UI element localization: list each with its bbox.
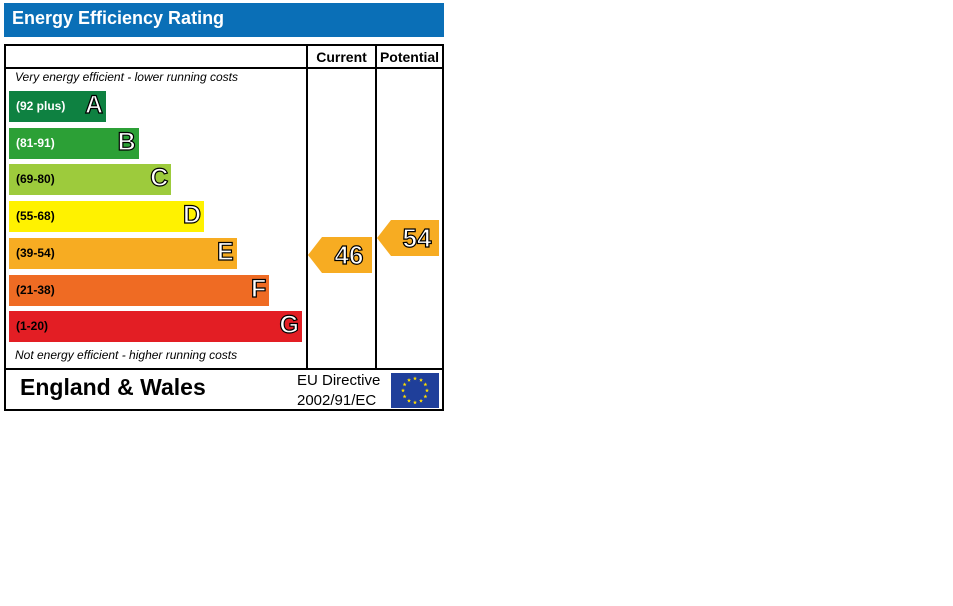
eu-star: [407, 398, 411, 403]
eu-directive-line1: EU Directive: [297, 372, 381, 389]
band-d: (55-68) D: [9, 200, 204, 233]
band-g: (1-20) G: [9, 311, 302, 343]
bottom-note: Not energy efficient - higher running co…: [15, 348, 238, 362]
eu-star: [402, 394, 407, 399]
band-letter-label: C: [150, 164, 169, 193]
band-b: (81-91) B: [9, 127, 139, 159]
eu-star: [423, 382, 428, 387]
eu-star: [401, 388, 405, 393]
eu-star: [413, 400, 417, 405]
band-range-label: (55-68): [16, 209, 55, 224]
current-column-divider: [306, 46, 308, 368]
potential-rating-arrow: [377, 220, 439, 256]
eu-star: [413, 376, 417, 381]
band-letter-label: E: [216, 237, 234, 266]
band-letter-label: D: [182, 200, 201, 230]
region-label: England & Wales: [20, 374, 206, 400]
potential-column-divider: [375, 46, 377, 368]
band-c: (69-80) C: [9, 164, 172, 196]
eu-star: [425, 388, 429, 393]
eu-star: [407, 378, 411, 382]
band-range-label: (81-91): [16, 135, 55, 150]
eu-star: [402, 382, 407, 387]
current-rating-arrow: [308, 237, 372, 273]
rating-table: Current Potential Very energy efficient …: [4, 44, 444, 411]
band-a: (92 plus) A: [9, 90, 106, 122]
band-range-label: (21-38): [16, 282, 55, 297]
band-letter-label: F: [250, 274, 267, 303]
band-letter-label: B: [117, 127, 136, 156]
current-arrow-shape: [308, 237, 372, 273]
eu-directive-line2: 2002/91/EC: [297, 392, 377, 409]
band-range-label: (69-80): [16, 172, 55, 187]
potential-rating-value: 54: [402, 222, 432, 253]
potential-arrow-shape: [377, 220, 439, 256]
band-range-label: (92 plus): [16, 99, 66, 113]
current-column-header: Current: [316, 49, 367, 65]
band-range-label: (39-54): [16, 245, 55, 260]
current-rating-value: 46: [334, 239, 364, 270]
header-separator: [6, 67, 442, 69]
eu-star: [419, 378, 423, 382]
band-e: (39-54) E: [9, 237, 237, 269]
band-f: (21-38) F: [9, 274, 270, 306]
chart-title: Energy Efficiency Rating: [4, 3, 444, 37]
potential-column-header: Potential: [379, 49, 440, 65]
top-note: Very energy efficient - lower running co…: [15, 70, 238, 84]
eu-star: [423, 394, 428, 399]
eu-star: [419, 398, 423, 403]
band-letter-label: A: [84, 90, 103, 119]
band-letter-label: G: [279, 311, 300, 340]
band-range-label: (1-20): [16, 319, 49, 334]
eu-flag-icon: [391, 373, 439, 408]
footer-separator: [6, 368, 442, 370]
